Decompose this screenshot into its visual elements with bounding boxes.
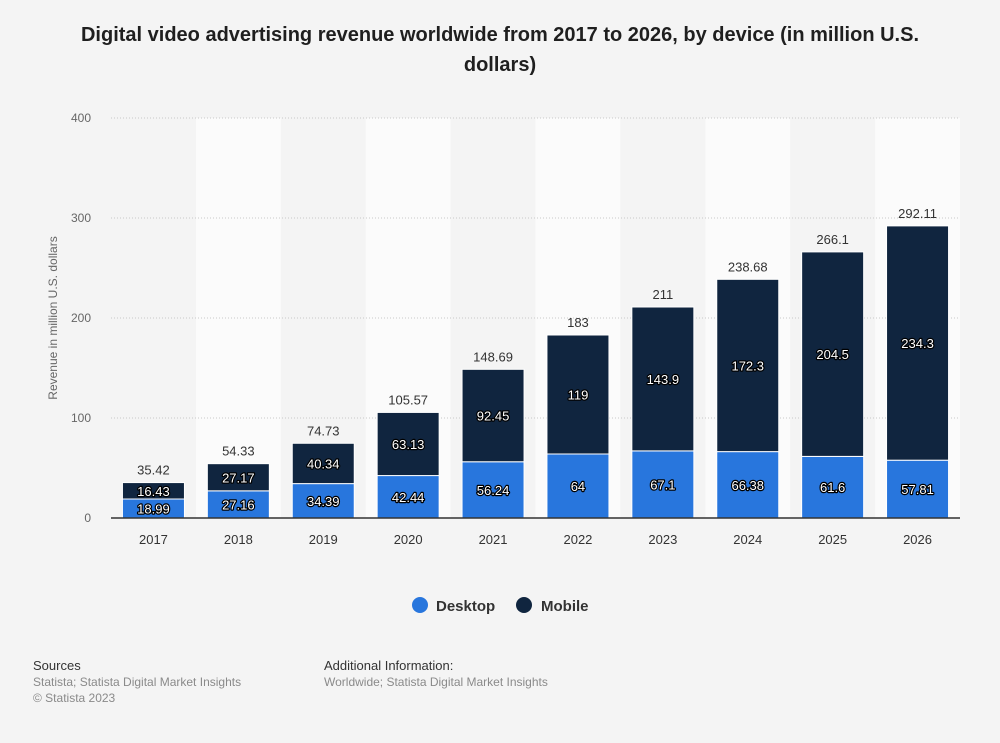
total-label: 211 <box>652 287 673 302</box>
x-tick-label: 2023 <box>648 532 677 547</box>
data-label-mobile: 143.9 <box>647 372 680 387</box>
data-label-desktop: 56.24 <box>477 483 510 498</box>
x-tick-label: 2024 <box>733 532 762 547</box>
data-label-mobile: 234.3 <box>901 336 934 351</box>
x-tick-label: 2026 <box>903 532 932 547</box>
bar-desktop <box>461 461 525 519</box>
copyright-line: © Statista 2023 <box>33 691 116 705</box>
bar-mobile <box>121 482 185 500</box>
bar-mobile <box>546 334 610 455</box>
bar-mobile <box>461 368 525 463</box>
total-label: 105.57 <box>388 392 428 407</box>
chart-title: Digital video advertising revenue worldw… <box>80 24 920 76</box>
bar-mobile <box>801 251 865 457</box>
data-label-desktop: 57.81 <box>901 482 934 497</box>
sources-line: Statista; Statista Digital Market Insigh… <box>33 675 242 689</box>
total-label: 238.68 <box>728 259 768 274</box>
additional-info-heading: Additional Information: <box>324 658 454 673</box>
bar-mobile <box>886 225 950 461</box>
total-label: 183 <box>567 315 589 330</box>
data-label-mobile: 40.34 <box>307 456 340 471</box>
additional-info-block: Additional Information: Worldwide; Stati… <box>324 658 548 690</box>
total-label: 148.69 <box>473 349 513 364</box>
x-tick-label: 2022 <box>563 532 592 547</box>
data-label-desktop: 66.38 <box>731 478 764 493</box>
sources-heading: Sources <box>33 658 81 673</box>
bar-mobile <box>206 463 270 492</box>
total-label: 266.1 <box>816 232 849 247</box>
total-label: 74.73 <box>307 423 340 438</box>
legend-label-mobile: Mobile <box>541 598 589 615</box>
data-label-mobile: 172.3 <box>731 358 764 373</box>
legend-marker-mobile <box>516 597 532 613</box>
data-label-desktop: 27.16 <box>222 497 255 512</box>
data-label-desktop: 42.44 <box>392 490 425 505</box>
bar-mobile <box>291 442 355 485</box>
data-label-mobile: 16.43 <box>137 484 170 499</box>
data-label-mobile: 27.17 <box>222 470 255 485</box>
data-label-mobile: 63.13 <box>392 437 425 452</box>
data-label-desktop: 67.1 <box>650 477 675 492</box>
x-tick-label: 2019 <box>309 532 338 547</box>
bar-desktop <box>716 451 780 519</box>
data-label-mobile: 204.5 <box>816 347 849 362</box>
total-label: 54.33 <box>222 444 255 459</box>
data-label-desktop: 64 <box>571 479 585 494</box>
bar-desktop <box>801 455 865 519</box>
total-label: 292.11 <box>898 206 937 221</box>
bar-desktop <box>291 483 355 519</box>
x-tick-label: 2021 <box>479 532 508 547</box>
x-tick-label: 2017 <box>139 532 168 547</box>
data-label-desktop: 34.39 <box>307 494 340 509</box>
x-tick-label: 2020 <box>394 532 423 547</box>
data-label-mobile: 119 <box>568 388 589 403</box>
bar-desktop <box>631 450 695 519</box>
bar-desktop <box>206 490 270 519</box>
y-tick-label: 300 <box>71 211 91 225</box>
y-tick-label: 200 <box>71 311 91 325</box>
additional-info-text: Worldwide; Statista Digital Market Insig… <box>324 675 548 689</box>
bar-desktop <box>886 459 950 519</box>
bar-mobile <box>716 278 780 453</box>
y-tick-label: 400 <box>71 111 91 125</box>
x-tick-label: 2018 <box>224 532 253 547</box>
data-label-mobile: 92.45 <box>477 409 510 424</box>
y-axis-label: Revenue in million U.S. dollars <box>46 236 60 399</box>
total-label: 35.42 <box>137 463 170 478</box>
sources-block: Sources Statista; Statista Digital Marke… <box>33 658 241 706</box>
data-label-desktop: 18.99 <box>137 502 170 517</box>
y-tick-label: 0 <box>84 511 91 525</box>
data-label-desktop: 61.6 <box>820 480 845 495</box>
legend-marker-desktop <box>412 597 428 613</box>
y-tick-label: 100 <box>71 411 91 425</box>
bar-mobile <box>631 306 695 452</box>
legend-label-desktop: Desktop <box>436 598 495 615</box>
bar-mobile <box>376 411 440 477</box>
x-tick-label: 2025 <box>818 532 847 547</box>
